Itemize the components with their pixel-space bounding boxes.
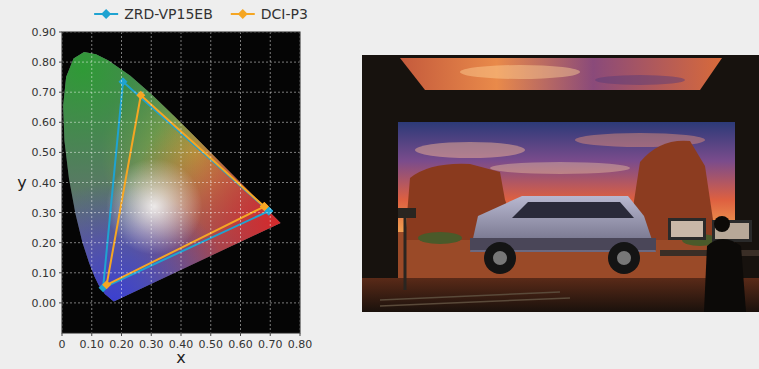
tick-label-x: 0.60 (228, 338, 253, 351)
tick-label-y: 0.50 (32, 146, 57, 159)
wheel (608, 242, 640, 274)
grid-line-y (62, 212, 300, 213)
series-marker (102, 280, 111, 289)
cloud (460, 65, 580, 79)
locus-shade (62, 32, 300, 333)
locus-shade (62, 32, 300, 333)
wheel-rim (617, 251, 631, 265)
tick-label-y: 0.10 (32, 267, 57, 280)
grid-line-y (62, 122, 300, 123)
person-body (704, 239, 746, 312)
tick-x (62, 333, 63, 336)
tick-label-y: 0.40 (32, 177, 57, 190)
tick-label-y: 0.80 (32, 56, 57, 69)
cloud (490, 162, 630, 174)
tick-label-y: 0.70 (32, 86, 57, 99)
tick-y (59, 242, 62, 243)
tick-y (59, 212, 62, 213)
grid-line-y (62, 272, 300, 273)
legend-label: ZRD-VP15EB (124, 6, 213, 22)
grid-line-y (62, 62, 300, 63)
grid-line-y (62, 182, 300, 183)
tick-label-x: 0.30 (139, 338, 164, 351)
axis-title-x: x (176, 348, 185, 367)
grid-line-y (62, 92, 300, 93)
grid-line-y (62, 242, 300, 243)
plot-background (62, 32, 300, 333)
legend-marker (101, 9, 111, 19)
cloud (595, 75, 685, 85)
legend: ZRD-VP15EB DCI-P3 (94, 6, 308, 22)
axis-title-y: y (17, 173, 26, 192)
tick-label-x: 0 (59, 338, 66, 351)
grid-line-y (62, 302, 300, 303)
tick-y (59, 122, 62, 123)
tick-y (59, 302, 62, 303)
rail (380, 298, 570, 306)
photo (362, 55, 759, 312)
car-window (512, 202, 634, 218)
locus-shade (62, 32, 300, 333)
tick-y (59, 32, 62, 33)
tick-label-x: 0.10 (80, 338, 105, 351)
tick-x (151, 333, 152, 336)
plot-frame (62, 32, 300, 333)
tick-label-x: 0.50 (199, 338, 224, 351)
tick-x (270, 333, 271, 336)
monitor-screen (671, 221, 703, 237)
series-line (103, 82, 269, 288)
tick-y (59, 62, 62, 63)
tick-label-y: 0.00 (32, 297, 57, 310)
person-head (714, 216, 730, 232)
locus-shade (62, 32, 300, 333)
monitor (668, 218, 706, 240)
tick-label-y: 0.30 (32, 207, 57, 220)
series-marker (118, 77, 127, 86)
ceiling-panel (400, 58, 722, 90)
grid-line-x (121, 32, 122, 333)
tick-x (240, 333, 241, 336)
locus-shade (62, 32, 300, 333)
floor (362, 278, 759, 312)
figure: 0.00 0.10 0.20 0.30 0.40 0.50 0.60 0.70 0.80 0.90… (0, 0, 759, 369)
tick-label-x: 0.20 (109, 338, 134, 351)
data-group (62, 32, 300, 333)
tick-y (59, 272, 62, 273)
tick-label-y: 0.60 (32, 116, 57, 129)
cloud (415, 142, 525, 158)
series-marker (260, 202, 269, 211)
tick-x (91, 333, 92, 336)
grid-line-x (240, 32, 241, 333)
tick-x (181, 333, 182, 336)
tick-x (210, 333, 211, 336)
camera (398, 208, 416, 218)
photo-background (362, 55, 759, 312)
bush (418, 232, 462, 244)
tick-label-y: 0.90 (32, 26, 57, 39)
wheel-rim (493, 251, 507, 265)
tick-label-x: 0.70 (258, 338, 283, 351)
grid-line-y (62, 152, 300, 153)
grid-line-x (181, 32, 182, 333)
series-marker (260, 202, 269, 211)
tick-label-y: 0.20 (32, 237, 57, 250)
rail (380, 292, 560, 300)
tick-x (121, 333, 122, 336)
locus-shading (62, 32, 300, 333)
legend-label: DCI-P3 (261, 6, 308, 22)
legend-marker (238, 9, 248, 19)
tick-y (59, 152, 62, 153)
wheel (484, 242, 516, 274)
tick-label-x: 0.80 (288, 338, 313, 351)
tick-y (59, 182, 62, 183)
tick-x (300, 333, 301, 336)
tick-y (59, 92, 62, 93)
camera-stand (404, 215, 407, 290)
